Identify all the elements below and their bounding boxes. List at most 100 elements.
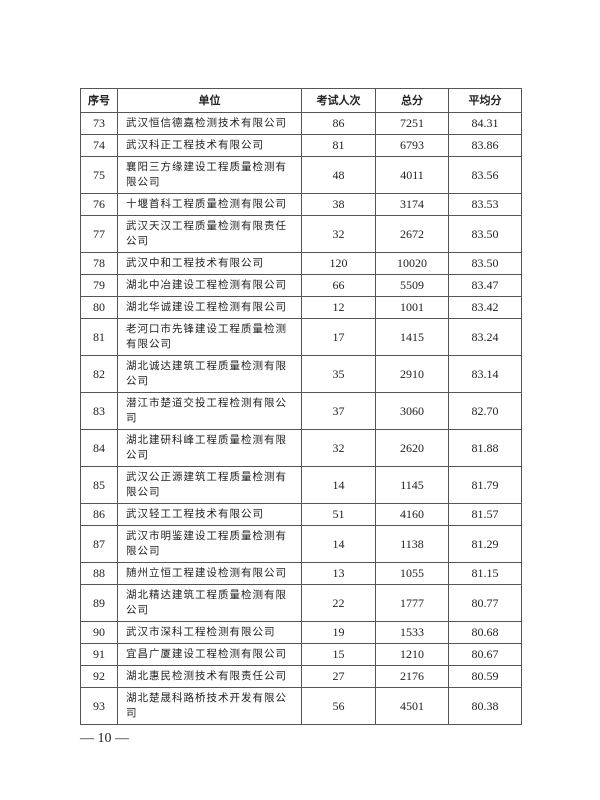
cell-total-score: 1055 (375, 562, 449, 585)
cell-exam-count: 66 (301, 274, 376, 297)
cell-average-score: 80.38 (448, 687, 522, 725)
cell-total-score: 1138 (375, 525, 449, 563)
cell-index: 90 (80, 621, 118, 644)
cell-total-score: 1777 (375, 584, 449, 622)
cell-unit: 潜江市楚道交投工程检测有限公司 (117, 392, 302, 430)
cell-total-score: 4501 (375, 687, 449, 725)
header-total-score: 总分 (375, 88, 449, 113)
table-row: 83 潜江市楚道交投工程检测有限公司 37 3060 82.70 (80, 392, 522, 430)
cell-index: 76 (80, 193, 118, 216)
cell-unit: 十堰首科工程质量检测有限公司 (117, 193, 302, 216)
table-row: 90 武汉市深科工程检测有限公司 19 1533 80.68 (80, 621, 522, 644)
cell-unit: 湖北惠民检测技术有限责任公司 (117, 665, 302, 688)
cell-unit: 武汉中和工程技术有限公司 (117, 252, 302, 275)
cell-total-score: 1210 (375, 643, 449, 666)
cell-index: 80 (80, 296, 118, 319)
table-row: 84 湖北建研科峰工程质量检测有限公司 32 2620 81.88 (80, 429, 522, 467)
cell-average-score: 81.88 (448, 429, 522, 467)
cell-unit: 随州立恒工程建设检测有限公司 (117, 562, 302, 585)
cell-total-score: 1415 (375, 318, 449, 356)
cell-exam-count: 81 (301, 134, 376, 157)
cell-unit: 湖北中冶建设工程检测有限公司 (117, 274, 302, 297)
table-row: 80 湖北华诚建设工程检测有限公司 12 1001 83.42 (80, 296, 522, 319)
table-row: 92 湖北惠民检测技术有限责任公司 27 2176 80.59 (80, 665, 522, 688)
cell-index: 74 (80, 134, 118, 157)
cell-index: 87 (80, 525, 118, 563)
table-row: 93 湖北楚晟科路桥技术开发有限公司 56 4501 80.38 (80, 687, 522, 725)
cell-exam-count: 12 (301, 296, 376, 319)
cell-index: 92 (80, 665, 118, 688)
cell-unit: 湖北诚达建筑工程质量检测有限公司 (117, 355, 302, 393)
table-row: 87 武汉市明鉴建设工程质量检测有限公司 14 1138 81.29 (80, 525, 522, 563)
header-average-score: 平均分 (448, 88, 522, 113)
cell-exam-count: 17 (301, 318, 376, 356)
cell-exam-count: 37 (301, 392, 376, 430)
table-row: 81 老河口市先锋建设工程质量检测有限公司 17 1415 83.24 (80, 318, 522, 356)
cell-exam-count: 32 (301, 215, 376, 253)
cell-exam-count: 56 (301, 687, 376, 725)
cell-total-score: 2910 (375, 355, 449, 393)
cell-total-score: 2176 (375, 665, 449, 688)
cell-unit: 湖北精达建筑工程质量检测有限公司 (117, 584, 302, 622)
table-row: 91 宜昌广厦建设工程检测有限公司 15 1210 80.67 (80, 643, 522, 666)
table-row: 74 武汉科正工程技术有限公司 81 6793 83.86 (80, 134, 522, 157)
cell-average-score: 83.24 (448, 318, 522, 356)
cell-total-score: 1533 (375, 621, 449, 644)
cell-total-score: 10020 (375, 252, 449, 275)
cell-average-score: 83.50 (448, 252, 522, 275)
cell-average-score: 81.79 (448, 466, 522, 504)
table-row: 89 湖北精达建筑工程质量检测有限公司 22 1777 80.77 (80, 584, 522, 622)
cell-total-score: 1145 (375, 466, 449, 504)
cell-unit: 武汉恒信德嘉检测技术有限公司 (117, 112, 302, 135)
cell-unit: 湖北华诚建设工程检测有限公司 (117, 296, 302, 319)
cell-exam-count: 14 (301, 466, 376, 504)
cell-unit: 老河口市先锋建设工程质量检测有限公司 (117, 318, 302, 356)
cell-average-score: 83.86 (448, 134, 522, 157)
cell-index: 89 (80, 584, 118, 622)
cell-exam-count: 19 (301, 621, 376, 644)
cell-total-score: 3060 (375, 392, 449, 430)
cell-index: 83 (80, 392, 118, 430)
cell-unit: 襄阳三方缘建设工程质量检测有限公司 (117, 156, 302, 194)
page-number: — 10 — (80, 731, 129, 746)
table-row: 76 十堰首科工程质量检测有限公司 38 3174 83.53 (80, 193, 522, 216)
cell-average-score: 83.50 (448, 215, 522, 253)
cell-total-score: 2620 (375, 429, 449, 467)
cell-average-score: 83.42 (448, 296, 522, 319)
cell-average-score: 83.56 (448, 156, 522, 194)
cell-average-score: 84.31 (448, 112, 522, 135)
cell-index: 88 (80, 562, 118, 585)
cell-index: 78 (80, 252, 118, 275)
cell-average-score: 81.29 (448, 525, 522, 563)
cell-total-score: 2672 (375, 215, 449, 253)
cell-unit: 武汉市明鉴建设工程质量检测有限公司 (117, 525, 302, 563)
table-row: 77 武汉天汉工程质量检测有限责任公司 32 2672 83.50 (80, 215, 522, 253)
cell-unit: 宜昌广厦建设工程检测有限公司 (117, 643, 302, 666)
cell-index: 79 (80, 274, 118, 297)
cell-total-score: 5509 (375, 274, 449, 297)
cell-index: 84 (80, 429, 118, 467)
header-exam-count: 考试人次 (301, 88, 376, 113)
cell-average-score: 81.57 (448, 503, 522, 526)
cell-unit: 武汉轻工工程技术有限公司 (117, 503, 302, 526)
cell-total-score: 4011 (375, 156, 449, 194)
cell-exam-count: 86 (301, 112, 376, 135)
cell-total-score: 7251 (375, 112, 449, 135)
cell-total-score: 3174 (375, 193, 449, 216)
cell-index: 82 (80, 355, 118, 393)
cell-exam-count: 120 (301, 252, 376, 275)
cell-average-score: 82.70 (448, 392, 522, 430)
cell-index: 73 (80, 112, 118, 135)
table-row: 88 随州立恒工程建设检测有限公司 13 1055 81.15 (80, 562, 522, 585)
cell-exam-count: 35 (301, 355, 376, 393)
cell-unit: 武汉市深科工程检测有限公司 (117, 621, 302, 644)
cell-unit: 武汉天汉工程质量检测有限责任公司 (117, 215, 302, 253)
table-row: 82 湖北诚达建筑工程质量检测有限公司 35 2910 83.14 (80, 355, 522, 393)
cell-unit: 湖北楚晟科路桥技术开发有限公司 (117, 687, 302, 725)
results-table: 序号 单位 考试人次 总分 平均分 73 武汉恒信德嘉检测技术有限公司 86 7251… (80, 88, 522, 725)
table-row: 79 湖北中冶建设工程检测有限公司 66 5509 83.47 (80, 274, 522, 297)
cell-index: 77 (80, 215, 118, 253)
cell-exam-count: 48 (301, 156, 376, 194)
header-index: 序号 (80, 88, 118, 113)
cell-average-score: 83.53 (448, 193, 522, 216)
